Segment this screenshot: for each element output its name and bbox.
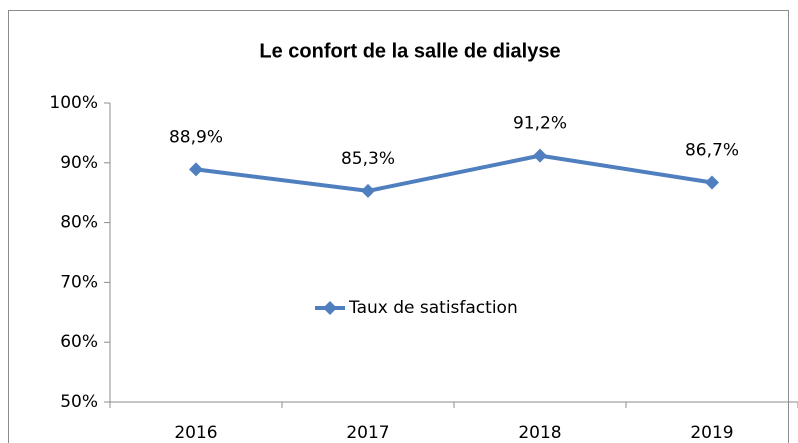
data-label: 86,7% (685, 141, 739, 161)
data-label: 91,2% (513, 114, 567, 134)
data-label: 88,9% (169, 127, 223, 147)
chart-title: Le confort de la salle de dialyse (259, 40, 560, 62)
data-label: 85,3% (341, 149, 395, 169)
chart-border (8, 10, 789, 443)
y-tick-label: 60% (60, 332, 98, 352)
marker (533, 148, 547, 163)
y-tick-label: 100% (49, 93, 98, 113)
y-tick-label: 80% (60, 213, 98, 233)
x-tick-label: 2019 (690, 423, 733, 443)
marker (705, 175, 719, 190)
line (195, 153, 713, 193)
y-tick-label: 90% (60, 153, 98, 173)
legend-label: Taux de satisfaction (348, 298, 518, 318)
marker (361, 183, 375, 198)
legend-marker (323, 301, 337, 315)
x-tick-label: 2016 (174, 423, 217, 443)
x-tick-label: 2017 (346, 423, 389, 443)
x-tick-label: 2018 (518, 423, 561, 443)
marker (189, 162, 203, 177)
y-tick-label: 70% (60, 272, 98, 292)
y-tick-label: 50% (60, 392, 98, 412)
